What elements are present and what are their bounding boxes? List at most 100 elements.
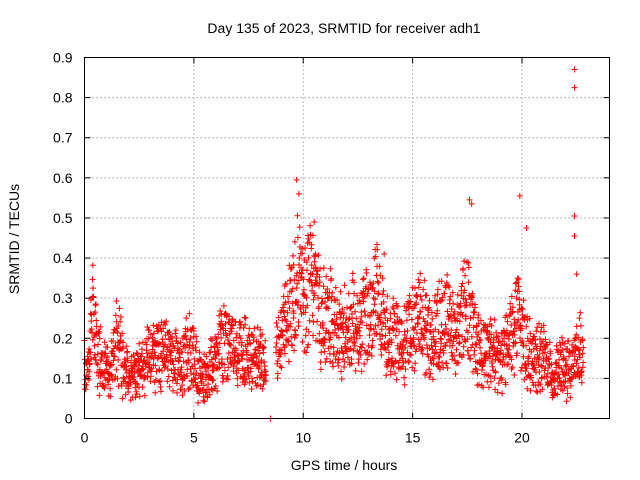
data-point [180, 358, 187, 365]
data-point [528, 348, 535, 355]
data-point [86, 346, 93, 353]
y-tick-label: 0.8 [53, 90, 73, 106]
data-point [430, 360, 437, 367]
data-point [220, 375, 227, 382]
data-point [94, 361, 101, 368]
data-point [364, 290, 371, 297]
data-point [323, 273, 330, 280]
data-point [371, 301, 378, 308]
data-point [225, 376, 232, 383]
data-point [226, 313, 233, 320]
data-point [294, 280, 301, 287]
data-point [205, 363, 212, 370]
data-point [243, 376, 250, 383]
data-point [364, 356, 371, 363]
data-point [499, 356, 506, 363]
data-point [224, 337, 231, 344]
data-point [542, 345, 549, 352]
data-point [354, 328, 361, 335]
data-point [443, 360, 450, 367]
data-point [415, 284, 422, 291]
data-point [303, 349, 310, 356]
data-point [450, 300, 457, 307]
data-point [286, 305, 293, 312]
data-point [233, 334, 240, 341]
data-point [411, 285, 418, 292]
data-point [562, 357, 569, 364]
data-point [444, 364, 451, 371]
data-point [227, 342, 234, 349]
data-point [210, 367, 217, 374]
data-point [273, 320, 280, 327]
data-point [92, 301, 99, 308]
data-point [536, 336, 543, 343]
data-point [338, 310, 345, 317]
data-point [329, 289, 336, 296]
data-point [124, 348, 131, 355]
data-point [193, 338, 200, 345]
data-point [205, 381, 212, 388]
data-point [214, 387, 221, 394]
data-point [163, 344, 170, 351]
data-point [212, 383, 219, 390]
data-point [573, 271, 580, 278]
data-point [213, 341, 220, 348]
data-point [261, 358, 268, 365]
data-point [406, 351, 413, 358]
data-point [533, 328, 540, 335]
data-point [300, 276, 307, 283]
data-point [144, 369, 151, 376]
data-point [387, 371, 394, 378]
data-point [89, 276, 96, 283]
data-point [487, 316, 494, 323]
data-point [206, 391, 213, 398]
data-point [172, 330, 179, 337]
data-point [415, 276, 422, 283]
data-point [538, 362, 545, 369]
data-point [284, 327, 291, 334]
data-point [402, 366, 409, 373]
data-point [480, 384, 487, 391]
data-point [221, 361, 228, 368]
data-point [523, 224, 530, 231]
data-point [455, 359, 462, 366]
data-point [208, 386, 215, 393]
data-point [219, 378, 226, 385]
data-point [147, 366, 154, 373]
data-point [396, 328, 403, 335]
data-point [416, 279, 423, 286]
data-point [394, 313, 401, 320]
data-point [399, 355, 406, 362]
data-point [302, 332, 309, 339]
data-point [105, 392, 112, 399]
data-point [491, 316, 498, 323]
data-point [303, 294, 310, 301]
data-point [443, 339, 450, 346]
data-point [469, 300, 476, 307]
data-point [384, 293, 391, 300]
data-point [225, 364, 232, 371]
data-point [392, 332, 399, 339]
data-point [190, 327, 197, 334]
data-point [274, 370, 281, 377]
data-point [320, 283, 327, 290]
data-point [315, 294, 322, 301]
data-point [335, 362, 342, 369]
data-point [575, 334, 582, 341]
data-point [490, 334, 497, 341]
data-point [122, 366, 129, 373]
data-point [148, 365, 155, 372]
data-point [302, 244, 309, 251]
data-point [192, 333, 199, 340]
data-point [107, 393, 114, 400]
data-point [393, 376, 400, 383]
data-point [372, 309, 379, 316]
data-point [377, 336, 384, 343]
data-point [174, 389, 181, 396]
y-tick-label: 0.9 [53, 50, 73, 66]
data-point [401, 381, 408, 388]
data-point [434, 286, 441, 293]
data-point [548, 361, 555, 368]
data-point [173, 335, 180, 342]
data-point [157, 377, 164, 384]
